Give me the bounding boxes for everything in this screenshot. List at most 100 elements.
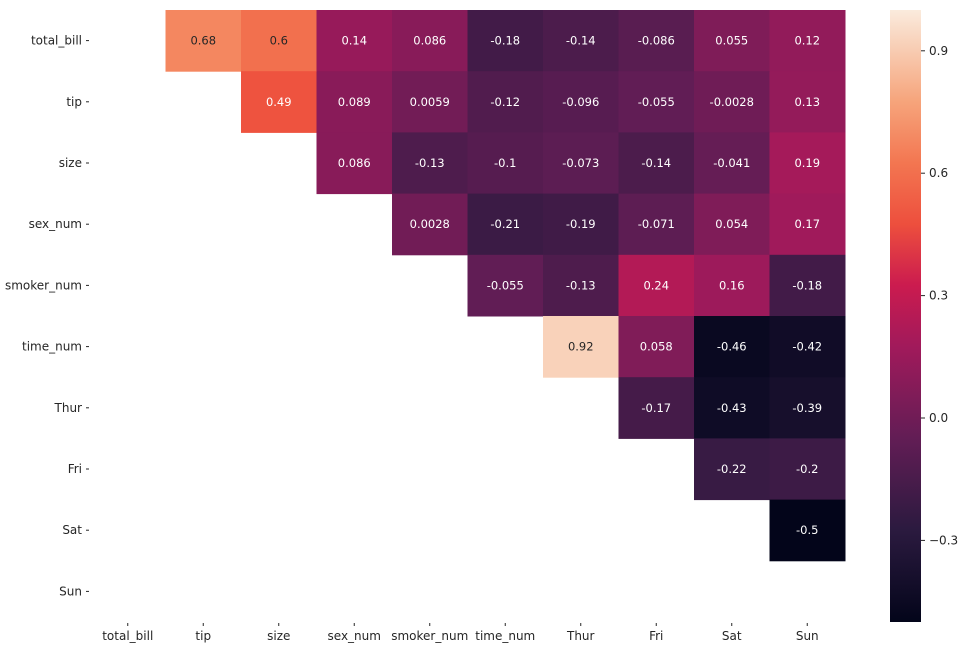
- cell-value-label: -0.041: [713, 156, 750, 170]
- x-tick-label: Thur: [566, 629, 595, 643]
- cell-value-label: 0.92: [568, 340, 594, 354]
- cell-value-label: -0.14: [641, 156, 671, 170]
- colorbar-gradient: [890, 10, 921, 622]
- colorbar-tick-label: 0.3: [929, 289, 948, 303]
- y-tick-label: total_bill: [31, 34, 82, 48]
- cell-value-label: 0.086: [413, 34, 446, 48]
- heatmap-cells: [165, 10, 846, 562]
- cell-value-label: -0.055: [638, 95, 675, 109]
- y-tick-label: smoker_num: [5, 278, 82, 292]
- cell-value-label: -0.2: [796, 462, 818, 476]
- y-tick-label: Thur: [54, 401, 83, 415]
- heatmap-cell: [769, 193, 846, 256]
- heatmap-cell: [618, 10, 695, 72]
- cell-value-label: -0.42: [792, 340, 822, 354]
- cell-value-label: -0.086: [638, 34, 675, 48]
- cell-value-label: -0.18: [490, 34, 520, 48]
- cell-value-label: -0.073: [562, 156, 599, 170]
- y-tick-label: size: [59, 156, 82, 170]
- heatmap-cell: [316, 10, 393, 72]
- y-tick-label: Sat: [62, 523, 82, 537]
- cell-value-label: -0.071: [638, 217, 675, 231]
- colorbar-tick-label: −0.3: [929, 533, 958, 547]
- heatmap-cell: [392, 71, 468, 133]
- y-tick-label: Fri: [68, 462, 82, 476]
- cell-value-label: -0.18: [792, 278, 822, 292]
- heatmap-cell: [618, 132, 695, 195]
- heatmap-cell: [467, 10, 544, 72]
- cell-value-label: 0.24: [643, 278, 669, 292]
- cell-value-label: 0.089: [338, 95, 371, 109]
- y-tick-label: tip: [66, 95, 82, 109]
- cell-value-label: -0.19: [566, 217, 596, 231]
- cell-value-label: 0.6: [270, 34, 288, 48]
- cell-value-label: -0.43: [717, 401, 747, 415]
- y-tick-label: Sun: [59, 584, 82, 598]
- cell-value-label: -0.39: [792, 401, 822, 415]
- heatmap-cell: [769, 10, 846, 72]
- heatmap-cell: [618, 377, 695, 439]
- heatmap-cell: [769, 71, 846, 133]
- x-tick-label: total_bill: [102, 629, 153, 643]
- cell-value-label: -0.46: [717, 340, 747, 354]
- heatmap-cell: [316, 132, 393, 195]
- x-tick-label: Sat: [722, 629, 742, 643]
- cell-value-label: 0.058: [640, 340, 673, 354]
- heatmap-cell: [769, 316, 846, 378]
- cell-value-label: 0.0028: [410, 217, 450, 231]
- cell-value-label: -0.096: [562, 95, 599, 109]
- x-tick-label: tip: [195, 629, 211, 643]
- colorbar: −0.3 0.0 0.3 0.6 0.9: [890, 10, 958, 622]
- heatmap-cell: [392, 10, 468, 72]
- cell-value-label: 0.055: [715, 34, 748, 48]
- cell-value-label: 0.49: [266, 95, 292, 109]
- cell-value-label: -0.13: [566, 278, 596, 292]
- cell-value-label: -0.0028: [710, 95, 754, 109]
- cell-value-label: -0.17: [641, 401, 671, 415]
- heatmap-cell: [543, 10, 619, 72]
- y-tick-label: sex_num: [29, 217, 82, 231]
- heatmap-cell: [694, 438, 770, 501]
- cell-value-label: -0.22: [717, 462, 747, 476]
- cell-value-label: -0.1: [494, 156, 516, 170]
- heatmap-cell: [543, 132, 619, 195]
- x-tick-label: Sun: [796, 629, 819, 643]
- heatmap-cell-labels: 0.68 0.6 0.14 0.086 -0.18 -0.14 -0.086 0.055 0.1…: [190, 34, 822, 538]
- cell-value-label: 0.054: [715, 217, 748, 231]
- heatmap-cell: [769, 254, 846, 317]
- heatmap-cell: [543, 316, 619, 378]
- heatmap-cell: [618, 193, 695, 256]
- y-tick-label: time_num: [22, 340, 82, 354]
- heatmap-cell: [467, 71, 544, 133]
- x-tick-label: time_num: [475, 629, 535, 643]
- heatmap-cell: [694, 377, 770, 439]
- x-tick-label: sex_num: [328, 629, 381, 643]
- cell-value-label: -0.13: [415, 156, 445, 170]
- heatmap-cell: [694, 316, 770, 378]
- cell-value-label: 0.12: [794, 34, 820, 48]
- colorbar-ticks: −0.3 0.0 0.3 0.6 0.9: [921, 44, 958, 547]
- heatmap-cell: [241, 71, 317, 133]
- heatmap-cell: [694, 71, 770, 133]
- heatmap-cell: [769, 438, 846, 501]
- cell-value-label: 0.14: [341, 34, 367, 48]
- heatmap-cell: [694, 132, 770, 195]
- heatmap-cell: [618, 71, 695, 133]
- cell-value-label: -0.055: [487, 278, 524, 292]
- heatmap-cell: [694, 254, 770, 317]
- cell-value-label: 0.13: [794, 95, 820, 109]
- heatmap-cell: [392, 193, 468, 256]
- cell-value-label: 0.17: [794, 217, 820, 231]
- x-tick-label: smoker_num: [391, 629, 468, 643]
- x-tick-label: Fri: [649, 629, 663, 643]
- cell-value-label: 0.086: [338, 156, 371, 170]
- cell-value-label: 0.16: [719, 278, 745, 292]
- heatmap-cell: [769, 499, 846, 562]
- heatmap-cell: [543, 254, 619, 317]
- colorbar-tick-label: 0.0: [929, 411, 948, 425]
- heatmap-cell: [467, 254, 544, 317]
- heatmap-cell: [618, 316, 695, 378]
- cell-value-label: -0.12: [490, 95, 520, 109]
- heatmap-cell: [467, 132, 544, 195]
